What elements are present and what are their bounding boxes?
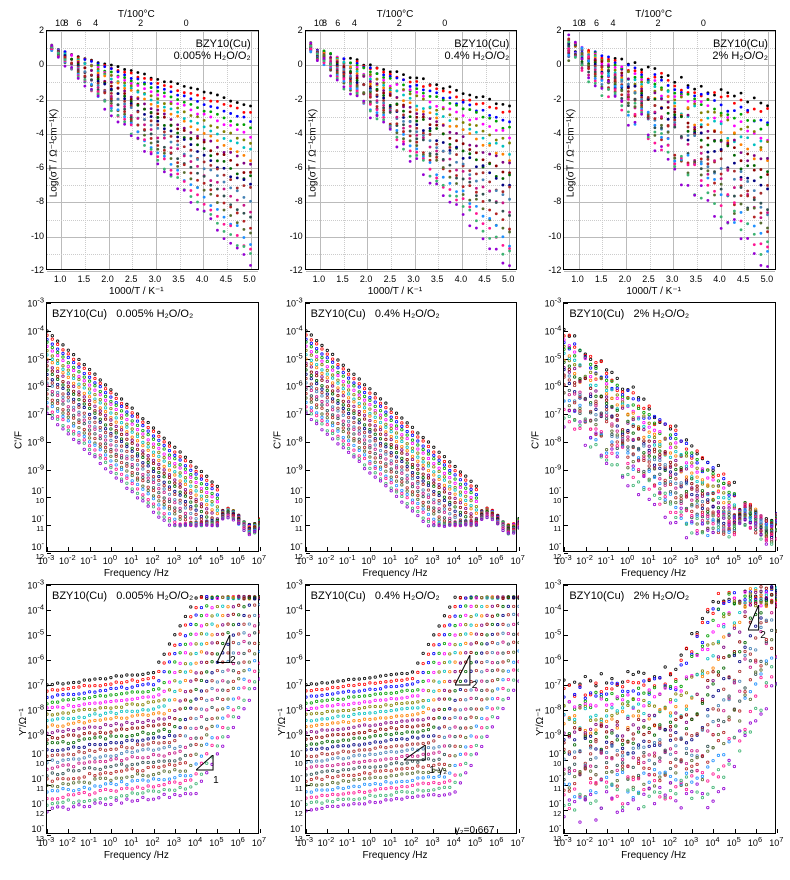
panel-title: BZY10(Cu) 2% H₂O/O₂ <box>569 308 689 320</box>
material-label: BZY10(Cu) <box>311 308 366 320</box>
panel-title: BZY10(Cu) 0.4% H₂O/O₂ <box>311 308 440 320</box>
condition-label: 0.4% H₂O/O₂ <box>445 50 510 62</box>
condition-label: 0.005% H₂O/O₂ <box>116 590 193 602</box>
y-axis-label: Log(σT / Ω⁻¹cm⁻¹K) <box>49 109 60 197</box>
condition-label: 2% H₂O/O₂ <box>712 50 768 62</box>
admittance-panel-c3: 2 Y'/Ω⁻¹ Frequency /Hz BZY10(Cu) 2% H₂O/… <box>525 582 782 862</box>
admittance-panel-c2: 21-γ₂γ₂=0.667 Y'/Ω⁻¹ Frequency /Hz BZY10… <box>267 582 524 862</box>
panel-title: BZY10(Cu) 0.4% H₂O/O₂ <box>445 38 510 62</box>
x-axis-label: Frequency /Hz <box>621 850 686 861</box>
x-axis-label: Frequency /Hz <box>362 568 427 579</box>
panel-title: BZY10(Cu) 0.005% H₂O/O₂ <box>52 308 193 320</box>
x-axis-label: Frequency /Hz <box>621 568 686 579</box>
x-axis-label: 1000/T / K⁻¹ <box>109 286 164 297</box>
material-label: BZY10(Cu) <box>174 38 251 50</box>
plot-area: 21 <box>46 584 259 834</box>
arrhenius-panel-c3: T/100°C Log(σT / Ω⁻¹cm⁻¹K) 1000/T / K⁻¹ … <box>525 8 782 298</box>
panel-title: BZY10(Cu) 2% H₂O/O₂ <box>712 38 768 62</box>
material-label: BZY10(Cu) <box>569 590 624 602</box>
arrhenius-panel-c1: T/100°C Log(σT / Ω⁻¹cm⁻¹K) 1000/T / K⁻¹ … <box>8 8 265 298</box>
y-axis-label: Log(σT / Ω⁻¹cm⁻¹K) <box>566 109 577 197</box>
condition-label: 0.4% H₂O/O₂ <box>375 590 440 602</box>
capacitance-panel-c2: C'/F Frequency /Hz BZY10(Cu) 0.4% H₂O/O₂… <box>267 300 524 580</box>
y-axis-label: C'/F <box>531 431 542 449</box>
capacitance-panel-c3: C'/F Frequency /Hz BZY10(Cu) 2% H₂O/O₂ 1… <box>525 300 782 580</box>
y-axis-label: Log(σT / Ω⁻¹cm⁻¹K) <box>307 109 318 197</box>
plot-area <box>563 302 776 552</box>
top-axis-label: T/100°C <box>377 9 414 20</box>
top-axis-label: T/100°C <box>635 9 672 20</box>
condition-label: 2% H₂O/O₂ <box>634 590 690 602</box>
plot-area <box>305 302 518 552</box>
condition-label: 0.005% H₂O/O₂ <box>174 50 251 62</box>
material-label: BZY10(Cu) <box>569 308 624 320</box>
x-axis-label: Frequency /Hz <box>104 568 169 579</box>
plot-area <box>305 30 518 270</box>
plot-area <box>46 30 259 270</box>
plot-area: 21-γ₂γ₂=0.667 <box>305 584 518 834</box>
condition-label: 0.005% H₂O/O₂ <box>116 308 193 320</box>
panel-title: BZY10(Cu) 0.005% H₂O/O₂ <box>52 590 193 602</box>
panel-title: BZY10(Cu) 2% H₂O/O₂ <box>569 590 689 602</box>
x-axis-label: Frequency /Hz <box>104 850 169 861</box>
y-axis-label: C'/F <box>272 431 283 449</box>
material-label: BZY10(Cu) <box>52 308 107 320</box>
plot-area: 2 <box>563 584 776 834</box>
y-axis-label: C'/F <box>14 431 25 449</box>
condition-label: 2% H₂O/O₂ <box>634 308 690 320</box>
arrhenius-panel-c2: T/100°C Log(σT / Ω⁻¹cm⁻¹K) 1000/T / K⁻¹ … <box>267 8 524 298</box>
panel-title: BZY10(Cu) 0.4% H₂O/O₂ <box>311 590 440 602</box>
material-label: BZY10(Cu) <box>52 590 107 602</box>
capacitance-panel-c1: C'/F Frequency /Hz BZY10(Cu) 0.005% H₂O/… <box>8 300 265 580</box>
x-axis-label: 1000/T / K⁻¹ <box>626 286 681 297</box>
top-axis-label: T/100°C <box>118 9 155 20</box>
panel-title: BZY10(Cu) 0.005% H₂O/O₂ <box>174 38 251 62</box>
material-label: BZY10(Cu) <box>311 590 366 602</box>
plot-area <box>46 302 259 552</box>
material-label: BZY10(Cu) <box>712 38 768 50</box>
x-axis-label: Frequency /Hz <box>362 850 427 861</box>
condition-label: 0.4% H₂O/O₂ <box>375 308 440 320</box>
chart-grid: T/100°C Log(σT / Ω⁻¹cm⁻¹K) 1000/T / K⁻¹ … <box>0 0 790 870</box>
plot-area <box>563 30 776 270</box>
x-axis-label: 1000/T / K⁻¹ <box>368 286 423 297</box>
material-label: BZY10(Cu) <box>445 38 510 50</box>
admittance-panel-c1: 21 Y'/Ω⁻¹ Frequency /Hz BZY10(Cu) 0.005%… <box>8 582 265 862</box>
